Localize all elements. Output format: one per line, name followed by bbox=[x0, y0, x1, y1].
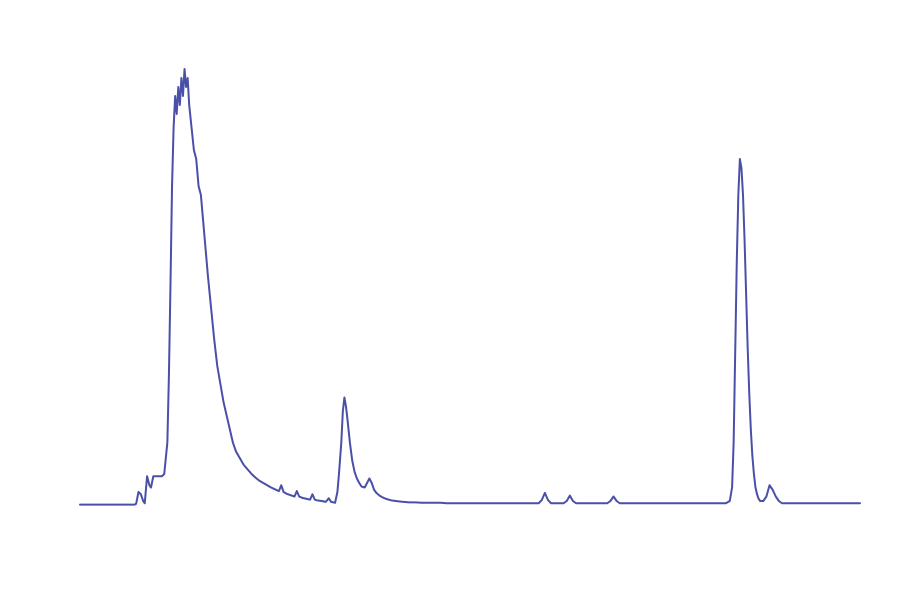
chart-svg bbox=[0, 0, 908, 593]
line-chart bbox=[0, 0, 908, 593]
